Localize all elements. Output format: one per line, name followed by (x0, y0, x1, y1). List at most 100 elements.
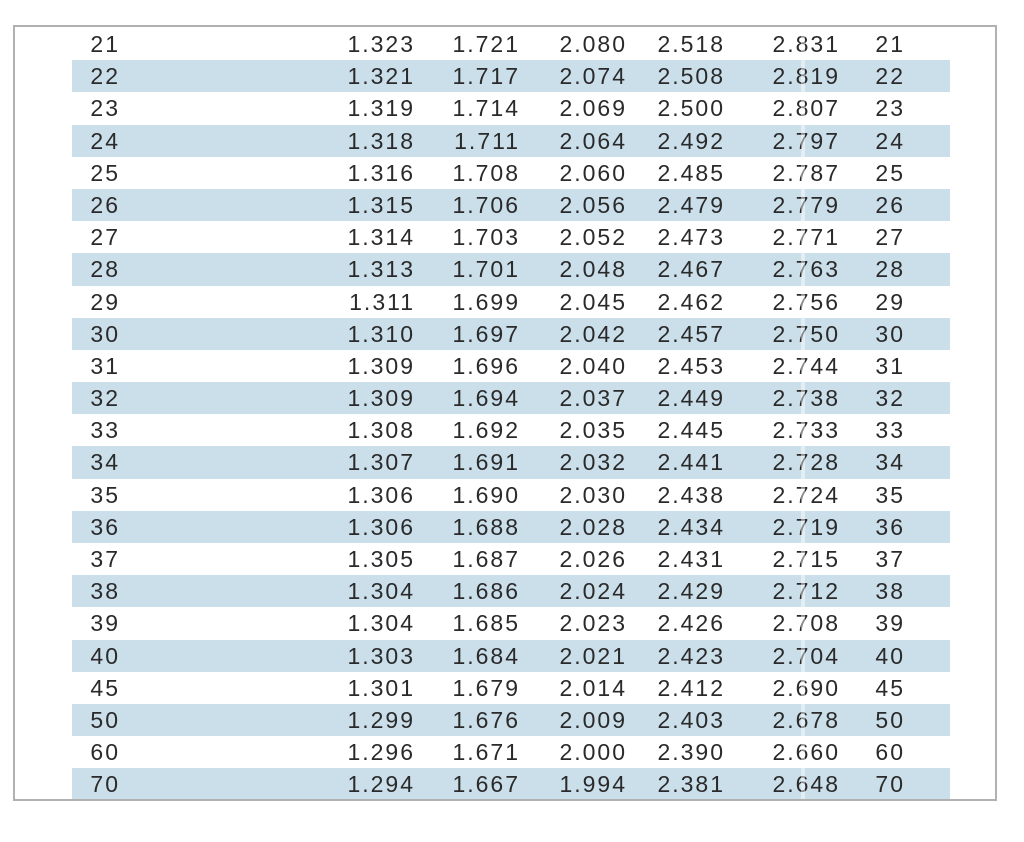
t-value-cell: 2.462 (657, 288, 725, 315)
t-value-cell: 2.492 (657, 127, 725, 154)
t-value-cell: 1.305 (347, 546, 415, 572)
t-value-cell: 2.445 (657, 417, 725, 444)
df-left-cell: 39 (90, 610, 120, 637)
t-value-cell: 2.453 (657, 352, 725, 379)
df-left-cell: 37 (90, 546, 120, 572)
t-value-cell: 1.319 (347, 95, 415, 122)
t-value-cell: 2.771 (772, 224, 840, 251)
row-tail-spacer (905, 125, 950, 157)
table-row: 28 1.313 1.701 2.048 2.467 2.763 28 (72, 253, 950, 286)
row-tail-spacer (905, 28, 950, 60)
table-row: 45 1.301 1.679 2.014 2.412 2.690 45 (72, 672, 950, 704)
t-value-cell: 2.797 (772, 127, 840, 154)
df-left-cell: 27 (90, 224, 120, 251)
t-value-cell: 2.648 (772, 771, 840, 798)
df-right-cell: 21 (875, 31, 905, 57)
df-left-cell: 32 (90, 385, 120, 412)
df-left-cell: 23 (90, 95, 120, 122)
row-tail-spacer (905, 318, 950, 350)
t-value-cell: 2.500 (657, 95, 725, 122)
t-value-cell: 1.315 (347, 191, 415, 218)
t-value-cell: 1.304 (347, 610, 415, 637)
t-value-cell: 2.023 (559, 610, 627, 637)
t-value-cell: 1.692 (452, 417, 520, 444)
t-value-cell: 2.024 (559, 578, 627, 605)
df-right-cell: 45 (875, 674, 905, 701)
t-value-cell: 2.779 (772, 191, 840, 218)
df-left-cell: 34 (90, 449, 120, 476)
df-left-cell: 25 (90, 159, 120, 186)
t-value-cell: 2.744 (772, 352, 840, 379)
df-right-cell: 35 (875, 481, 905, 508)
t-value-cell: 2.715 (772, 546, 840, 572)
table-row: 29 1.311 1.699 2.045 2.462 2.756 29 (72, 286, 950, 318)
t-value-cell: 1.721 (452, 31, 520, 57)
t-value-cell: 2.457 (657, 320, 725, 347)
t-value-cell: 2.787 (772, 159, 840, 186)
t-value-cell: 1.296 (347, 739, 415, 766)
t-value-cell: 2.708 (772, 610, 840, 637)
t-value-cell: 1.667 (452, 771, 520, 798)
t-value-cell: 1.306 (347, 513, 415, 540)
t-value-cell: 1.301 (347, 674, 415, 701)
t-value-cell: 1.703 (452, 224, 520, 251)
t-value-cell: 1.308 (347, 417, 415, 444)
table-row: 25 1.316 1.708 2.060 2.485 2.787 25 (72, 157, 950, 189)
t-value-cell: 2.438 (657, 481, 725, 508)
df-right-cell: 26 (875, 191, 905, 218)
t-value-cell: 2.518 (657, 31, 725, 57)
t-value-cell: 1.679 (452, 674, 520, 701)
t-value-cell: 2.021 (559, 642, 627, 669)
t-value-cell: 1.706 (452, 191, 520, 218)
t-value-cell: 1.321 (347, 63, 415, 90)
t-value-cell: 1.316 (347, 159, 415, 186)
df-left-cell: 24 (90, 127, 120, 154)
t-value-cell: 2.763 (772, 256, 840, 283)
df-right-cell: 30 (875, 320, 905, 347)
df-right-cell: 22 (875, 63, 905, 90)
df-right-cell: 39 (875, 610, 905, 637)
row-tail-spacer (905, 382, 950, 414)
t-value-cell: 2.719 (772, 513, 840, 540)
table-row: 34 1.307 1.691 2.032 2.441 2.728 34 (72, 446, 950, 479)
t-value-cell: 2.434 (657, 513, 725, 540)
row-tail-spacer (905, 350, 950, 382)
t-value-cell: 1.313 (347, 256, 415, 283)
t-value-cell: 2.704 (772, 642, 840, 669)
df-left-cell: 40 (90, 642, 120, 669)
df-right-cell: 37 (875, 546, 905, 572)
df-right-cell: 28 (875, 256, 905, 283)
t-value-cell: 1.307 (347, 449, 415, 476)
t-value-cell: 1.694 (452, 385, 520, 412)
t-value-cell: 2.048 (559, 256, 627, 283)
df-left-cell: 29 (90, 288, 120, 315)
row-tail-spacer (905, 672, 950, 704)
df-right-cell: 34 (875, 449, 905, 476)
t-value-cell: 2.426 (657, 610, 725, 637)
table-row: 21 1.323 1.721 2.080 2.518 2.831 21 (72, 28, 950, 60)
t-value-cell: 2.449 (657, 385, 725, 412)
t-value-cell: 2.026 (559, 546, 627, 572)
df-left-cell: 22 (90, 63, 120, 90)
t-value-cell: 2.009 (559, 706, 627, 733)
df-left-cell: 35 (90, 481, 120, 508)
t-value-cell: 2.045 (559, 288, 627, 315)
t-value-cell: 1.701 (452, 256, 520, 283)
table-row: 37 1.305 1.687 2.026 2.431 2.715 37 (72, 543, 950, 575)
df-left-cell: 26 (90, 191, 120, 218)
t-value-cell: 1.294 (347, 771, 415, 798)
t-value-cell: 1.318 (347, 127, 415, 154)
t-value-cell: 2.733 (772, 417, 840, 444)
row-tail-spacer (905, 414, 950, 446)
table-row: 36 1.306 1.688 2.028 2.434 2.719 36 (72, 510, 950, 543)
t-value-cell: 2.756 (772, 288, 840, 315)
t-value-cell: 2.040 (559, 352, 627, 379)
df-right-cell: 33 (875, 417, 905, 444)
table-row: 27 1.314 1.703 2.052 2.473 2.771 27 (72, 221, 950, 253)
t-value-cell: 1.994 (559, 771, 627, 798)
t-value-cell: 2.069 (559, 95, 627, 122)
t-value-cell: 2.030 (559, 481, 627, 508)
df-right-cell: 50 (875, 706, 905, 733)
t-value-cell: 2.728 (772, 449, 840, 476)
t-value-cell: 2.028 (559, 513, 627, 540)
